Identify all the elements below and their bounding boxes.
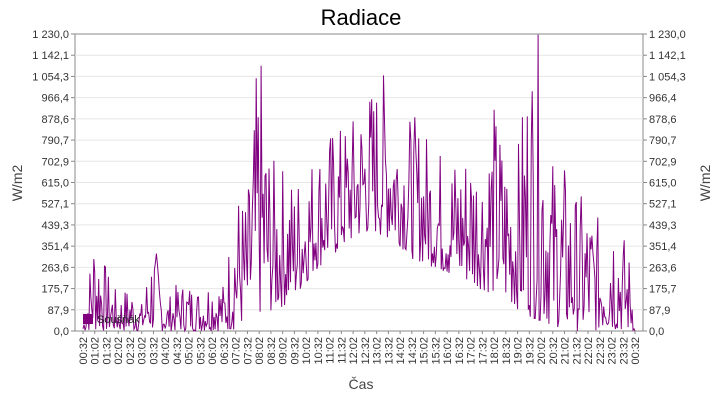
x-tick-label: 14:32 — [407, 337, 419, 365]
x-tick-label: 00:32 — [78, 337, 90, 365]
x-tick-label: 22:32 — [595, 337, 607, 365]
x-tick-label: 13:32 — [383, 337, 395, 365]
x-tick-label: 15:02 — [419, 337, 431, 365]
x-tick-label: 18:02 — [489, 337, 501, 365]
y-tick-label: 527,1 — [649, 199, 677, 211]
x-tick-label: 16:02 — [442, 337, 454, 365]
x-tick-label: 00:32 — [630, 337, 642, 365]
x-tick-label: 13:02 — [372, 337, 384, 365]
x-tick-label: 06:02 — [207, 337, 219, 365]
y-tick-label: 1 054,3 — [32, 71, 69, 83]
y-tick-label: 351,4 — [649, 241, 677, 253]
y-axis-right: 0,0 87,9 175,7 263,6 351,4 439,3 527,1 615,0 702… — [643, 29, 686, 338]
x-tick-label: 09:02 — [278, 337, 290, 365]
chart-title: Radiace — [321, 5, 402, 30]
x-tick-label: 20:02 — [536, 337, 548, 365]
x-tick-label: 04:02 — [160, 337, 172, 365]
x-tick-label: 17:32 — [477, 337, 489, 365]
x-tick-label: 01:02 — [90, 337, 102, 365]
x-tick-label: 02:02 — [113, 337, 125, 365]
x-tick-label: 08:02 — [254, 337, 266, 365]
y-tick-label: 790,7 — [649, 135, 677, 147]
y-tick-label: 175,7 — [649, 284, 677, 296]
x-tick-label: 05:32 — [195, 337, 207, 365]
y-tick-label: 615,0 — [649, 178, 677, 190]
x-axis-label: Čas — [349, 376, 374, 392]
y-tick-label: 702,9 — [649, 156, 677, 168]
x-tick-label: 03:32 — [148, 337, 160, 365]
y-tick-label: 966,4 — [649, 93, 677, 105]
y-tick-label: 702,9 — [41, 156, 69, 168]
y-tick-label: 263,6 — [649, 262, 677, 274]
x-tick-label: 21:02 — [560, 337, 572, 365]
y-axis-label-left: W/m2 — [9, 165, 25, 202]
y-tick-label: 527,1 — [41, 199, 69, 211]
y-tick-label: 1 230,0 — [649, 29, 686, 41]
series-line — [82, 34, 636, 333]
y-tick-label: 87,9 — [649, 305, 670, 317]
y-tick-label: 615,0 — [41, 178, 69, 190]
y-tick-label: 878,6 — [41, 114, 69, 126]
y-tick-label: 790,7 — [41, 135, 69, 147]
x-tick-label: 14:02 — [395, 337, 407, 365]
y-tick-label: 263,6 — [41, 262, 69, 274]
y-tick-label: 175,7 — [41, 284, 69, 296]
x-tick-label: 07:02 — [231, 337, 243, 365]
x-tick-label: 07:32 — [242, 337, 254, 365]
x-tick-label: 12:32 — [360, 337, 372, 365]
x-tick-label: 20:32 — [548, 337, 560, 365]
x-tick-label: 21:32 — [571, 337, 583, 365]
x-tick-label: 09:32 — [289, 337, 301, 365]
x-tick-label: 10:32 — [313, 337, 325, 365]
x-tick-label: 19:32 — [524, 337, 536, 365]
x-tick-label: 18:32 — [501, 337, 513, 365]
y-axis-left: 0,0 87,9 175,7 263,6 351,4 439,3 527,1 615,0 702… — [32, 29, 75, 338]
y-tick-label: 439,3 — [41, 220, 69, 232]
x-tick-label: 05:02 — [184, 337, 196, 365]
x-tick-label: 23:02 — [607, 337, 619, 365]
x-tick-label: 11:32 — [336, 337, 348, 364]
x-tick-label: 12:02 — [348, 337, 360, 365]
x-tick-label: 10:02 — [301, 337, 313, 365]
legend-swatch — [83, 314, 93, 324]
legend-label: Soušňák — [97, 314, 140, 326]
x-tick-label: 06:32 — [219, 337, 231, 365]
x-tick-label: 04:32 — [172, 337, 184, 365]
y-tick-label: 966,4 — [41, 93, 69, 105]
x-tick-label: 23:32 — [618, 337, 630, 365]
y-tick-label: 351,4 — [41, 241, 69, 253]
y-tick-label: 1 054,3 — [649, 71, 686, 83]
x-tick-label: 15:32 — [430, 337, 442, 365]
y-tick-label: 0,0 — [54, 326, 69, 338]
y-tick-label: 439,3 — [649, 220, 677, 232]
x-axis: 00:32 01:02 01:32 02:02 02:32 03:02 03:32 04:02… — [78, 331, 642, 365]
x-tick-label: 11:02 — [325, 337, 337, 364]
y-tick-label: 0,0 — [649, 326, 664, 338]
series-soushnak — [82, 34, 636, 333]
y-axis-label-right: W/m2 — [697, 165, 713, 202]
x-tick-label: 08:32 — [266, 337, 278, 365]
x-tick-label: 22:02 — [583, 337, 595, 365]
legend: Soušňák — [83, 314, 140, 326]
y-tick-label: 87,9 — [48, 305, 69, 317]
x-tick-label: 17:02 — [466, 337, 478, 365]
y-tick-label: 1 142,1 — [32, 50, 69, 62]
x-tick-label: 03:02 — [137, 337, 149, 365]
y-tick-label: 1 230,0 — [32, 29, 69, 41]
y-tick-label: 1 142,1 — [649, 50, 686, 62]
x-tick-label: 02:32 — [125, 337, 137, 365]
x-tick-label: 19:02 — [513, 337, 525, 365]
x-tick-label: 01:32 — [101, 337, 113, 365]
x-tick-label: 16:32 — [454, 337, 466, 365]
y-tick-label: 878,6 — [649, 114, 677, 126]
